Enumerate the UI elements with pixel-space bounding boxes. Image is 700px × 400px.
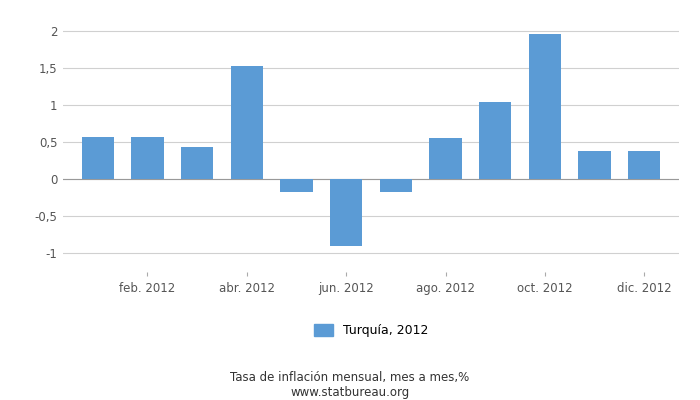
Bar: [181, 146, 214, 179]
Bar: [280, 179, 313, 192]
Bar: [231, 66, 263, 179]
Bar: [379, 179, 412, 192]
Text: Tasa de inflación mensual, mes a mes,%: Tasa de inflación mensual, mes a mes,%: [230, 372, 470, 384]
Bar: [429, 138, 462, 179]
Bar: [578, 151, 610, 179]
Bar: [628, 151, 660, 179]
Bar: [132, 137, 164, 179]
Text: www.statbureau.org: www.statbureau.org: [290, 386, 410, 399]
Legend: Turquía, 2012: Turquía, 2012: [314, 324, 428, 337]
Bar: [330, 179, 363, 246]
Bar: [528, 34, 561, 179]
Bar: [82, 137, 114, 179]
Bar: [479, 102, 511, 179]
